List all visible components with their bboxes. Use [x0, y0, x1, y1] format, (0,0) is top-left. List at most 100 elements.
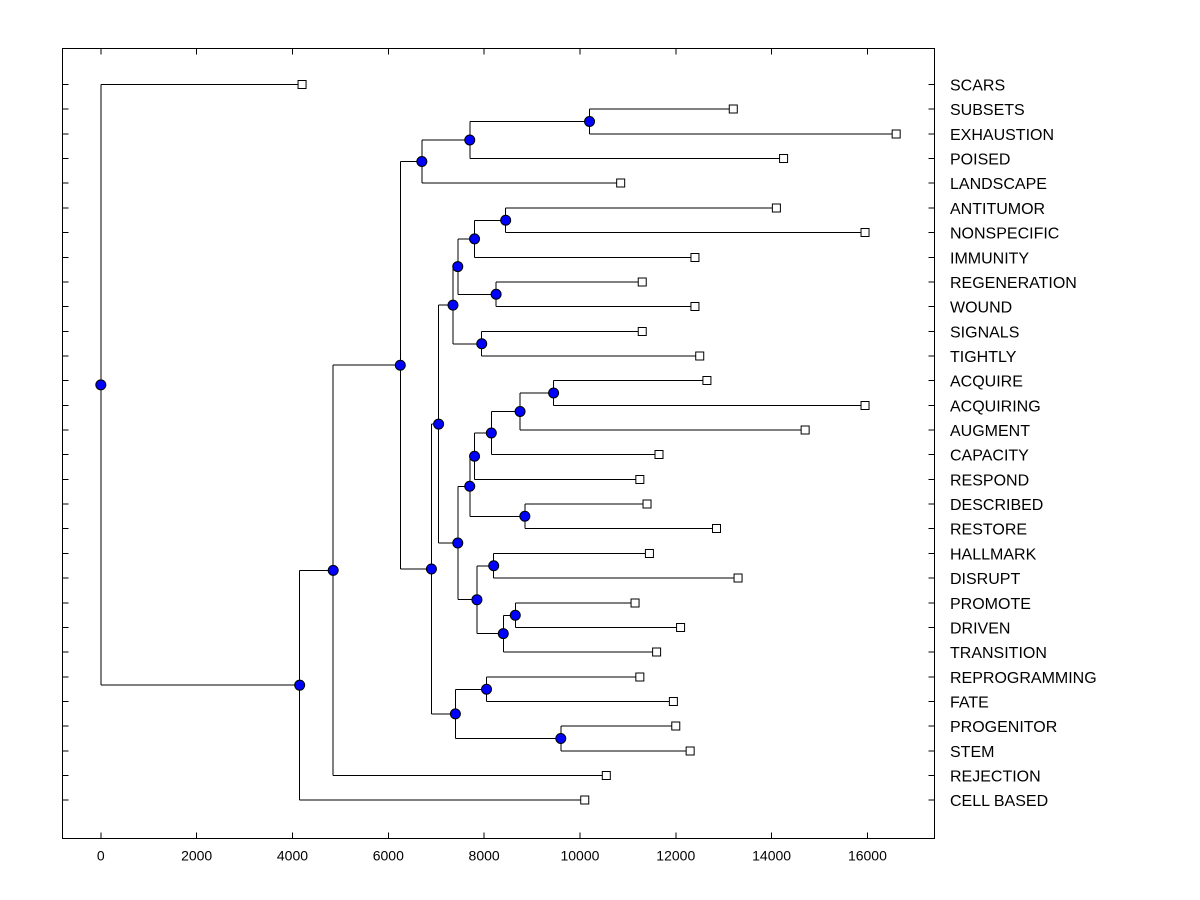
node-n-upper-mid — [447, 299, 459, 311]
leaf-label-restore: RESTORE — [950, 522, 1027, 539]
plot-frame — [62, 48, 935, 839]
y-axis-ticks — [62, 84, 935, 801]
x-tick-label-14000: 14000 — [752, 848, 791, 864]
tree-links — [100, 84, 897, 801]
node-n-respond — [469, 450, 481, 462]
x-tick-label-6000: 6000 — [373, 848, 404, 864]
leaf-label-landscape: LANDSCAPE — [950, 176, 1047, 193]
leaf-label-disrupt: DISRUPT — [950, 571, 1020, 588]
node-n-mid-lower — [452, 537, 464, 549]
leaf-label-nonspecific: NONSPECIFIC — [950, 226, 1059, 243]
leaf-marker-landscape — [616, 178, 626, 188]
leaf-label-described: DESCRIBED — [950, 497, 1043, 514]
leaf-label-promote: PROMOTE — [950, 596, 1031, 613]
x-tick-label-2000: 2000 — [181, 848, 212, 864]
leaf-label-driven: DRIVEN — [950, 621, 1010, 638]
leaf-marker-acquire — [702, 376, 712, 385]
node-n-landscape — [416, 156, 428, 167]
node-n-respond-described — [464, 480, 476, 492]
leaf-marker-regeneration — [637, 277, 647, 287]
leaf-marker-immunity — [690, 253, 700, 262]
leaf-label-acquiring: ACQUIRING — [950, 399, 1041, 416]
node-n-subsets-exhaustion — [584, 116, 596, 127]
leaf-label-exhaustion: EXHAUSTION — [950, 127, 1054, 144]
leaf-label-subsets: SUBSETS — [950, 102, 1025, 119]
leaf-label-regeneration: REGENERATION — [950, 275, 1077, 292]
leaf-marker-described — [642, 499, 652, 509]
x-tick-label-8000: 8000 — [469, 848, 500, 864]
x-tick-label-12000: 12000 — [656, 848, 695, 864]
node-n-immunity-regen — [452, 261, 464, 273]
leaf-marker-poised — [779, 154, 789, 163]
node-n-middle — [433, 418, 445, 430]
leaf-marker-rejection — [601, 771, 611, 780]
node-n-main — [394, 359, 406, 371]
leaf-marker-progenitor — [671, 721, 681, 731]
leaf-label-wound: WOUND — [950, 300, 1012, 317]
leaf-label-cell-based: CELL BASED — [950, 793, 1048, 810]
node-n-transition — [497, 628, 509, 640]
leaf-marker-capacity — [654, 450, 664, 459]
leaf-label-reprogramming: REPROGRAMMING — [950, 670, 1097, 687]
node-n-antitumor-nonspecific — [500, 214, 512, 226]
leaf-marker-wound — [690, 302, 700, 311]
leaf-label-respond: RESPOND — [950, 473, 1029, 490]
leaf-marker-stem — [685, 746, 695, 756]
leaf-marker-acquiring — [860, 401, 870, 410]
leaf-marker-antitumor — [771, 203, 781, 213]
node-n-middle-stem — [425, 563, 437, 575]
leaf-markers — [297, 80, 901, 805]
node-n-immunity — [469, 233, 481, 245]
leaf-marker-hallmark — [644, 549, 654, 558]
node-n-hallmark-transition — [471, 594, 483, 606]
node-n-reprog-fate — [481, 683, 493, 695]
leaf-label-capacity: CAPACITY — [950, 448, 1029, 465]
leaf-marker-driven — [676, 623, 686, 632]
node-n-described-restore — [519, 510, 531, 522]
leaf-label-progenitor: PROGENITOR — [950, 719, 1057, 736]
leaf-marker-disrupt — [733, 573, 743, 583]
leaf-marker-augment — [800, 425, 810, 435]
leaf-label-tightly: TIGHTLY — [950, 349, 1017, 366]
leaf-label-antitumor: ANTITUMOR — [950, 201, 1045, 218]
leaf-label-transition: TRANSITION — [950, 645, 1047, 662]
x-tick-label-10000: 10000 — [560, 848, 599, 864]
leaf-marker-respond — [635, 475, 645, 484]
leaf-marker-signals — [637, 327, 647, 336]
node-n-stem-group — [449, 708, 461, 720]
node-n-progenitor-stem — [555, 733, 567, 744]
leaf-label-scars: SCARS — [950, 78, 1005, 95]
node-n-acquire-acquiring — [548, 387, 560, 399]
leaf-label-acquire: ACQUIRE — [950, 374, 1023, 391]
leaf-marker-exhaustion — [891, 129, 901, 139]
leaf-marker-subsets — [728, 104, 738, 114]
leaf-marker-transition — [652, 647, 662, 657]
node-n-rejection — [327, 564, 339, 576]
leaf-marker-promote — [630, 598, 640, 608]
node-n-promote-driven — [509, 609, 521, 621]
node-n-hallmark-disrupt — [488, 560, 500, 572]
cluster-nodes — [95, 116, 596, 744]
leaf-label-poised: POISED — [950, 152, 1010, 169]
leaf-label-augment: AUGMENT — [950, 423, 1030, 440]
x-axis-ticks: 0 2000 4000 6000 8000 10000 12000 14000 16000 — [97, 48, 887, 864]
leaf-labels: SCARS SUBSETS EXHAUSTION POISED LANDSCAPE ANT… — [950, 78, 1097, 811]
leaf-label-fate: FATE — [950, 695, 989, 712]
leaf-marker-fate — [668, 697, 678, 706]
leaf-marker-reprogramming — [635, 672, 645, 682]
leaf-marker-cell-based — [580, 795, 590, 805]
leaf-marker-nonspecific — [860, 228, 870, 237]
node-n-augment — [514, 406, 526, 417]
leaf-label-hallmark: HALLMARK — [950, 547, 1037, 564]
node-n-capacity — [485, 427, 497, 439]
leaf-label-rejection: REJECTION — [950, 769, 1041, 786]
leaf-label-signals: SIGNALS — [950, 325, 1019, 342]
leaf-label-immunity: IMMUNITY — [950, 251, 1029, 268]
node-n-poised — [464, 134, 476, 146]
leaf-marker-tightly — [695, 351, 705, 361]
node-n-regen-wound — [490, 288, 502, 300]
leaf-marker-restore — [712, 524, 721, 533]
leaf-label-stem: STEM — [950, 744, 994, 761]
x-tick-label-16000: 16000 — [848, 848, 887, 864]
